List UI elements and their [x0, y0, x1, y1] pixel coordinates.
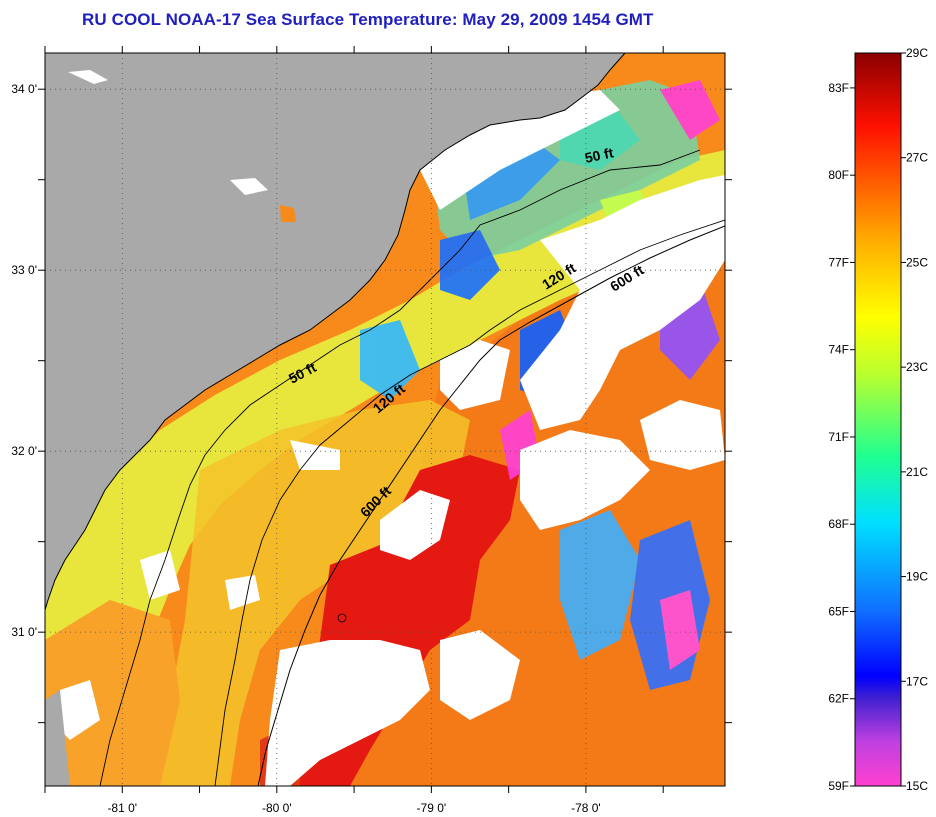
- south-nearshore-region: [45, 600, 180, 786]
- colorbar-celsius-label: 19C: [906, 570, 928, 584]
- colorbar-celsius-label: 21C: [906, 465, 928, 479]
- colorbar: [854, 52, 902, 787]
- station-marker: [337, 613, 347, 623]
- lon-tick-label: -81 0': [107, 801, 137, 815]
- colorbar-fahrenheit-label: 59F: [828, 779, 849, 793]
- colorbar-fahrenheit-label: 68F: [828, 517, 849, 531]
- midshelf-patch: [160, 400, 470, 786]
- lon-tick-label: -80 0': [262, 801, 292, 815]
- land-mass: [45, 53, 625, 610]
- isobath-120ft-line: [214, 219, 725, 786]
- colorbar-fahrenheit-label: 80F: [828, 168, 849, 182]
- lon-tick-label: -78 0': [571, 801, 601, 815]
- isobath-label: 50 ft: [583, 144, 615, 166]
- lon-tick-label: -79 0': [417, 801, 447, 815]
- lat-lon-grid: [45, 53, 725, 786]
- lat-tick-label: 31 0': [11, 625, 37, 639]
- coastline: [45, 53, 626, 611]
- colorbar-celsius-label: 17C: [906, 674, 928, 688]
- lat-tick-label: 34 0': [11, 82, 37, 96]
- colorbar-fahrenheit-label: 77F: [828, 255, 849, 269]
- isobath-600ft-line: [257, 225, 725, 786]
- inland-cloud: [230, 178, 268, 195]
- colorbar-celsius-label: 27C: [906, 151, 928, 165]
- lat-tick-label: 33 0': [11, 263, 37, 277]
- colorbar-celsius-label: 25C: [906, 255, 928, 269]
- colorbar-fahrenheit-label: 62F: [828, 692, 849, 706]
- colorbar-fahrenheit-label: 74F: [828, 343, 849, 357]
- colorbar-celsius-label: 23C: [906, 360, 928, 374]
- colorbar-fahrenheit-label: 83F: [828, 81, 849, 95]
- inland-lake: [280, 205, 296, 222]
- lat-tick-label: 32 0': [11, 444, 37, 458]
- colorbar-labels: 29C 27C 25C 23C 21C 19C 17C 15C 83F 80F 77F 74F 71F 6…: [828, 46, 928, 793]
- land-south: [45, 690, 70, 786]
- isobath-50ft-line: [99, 149, 701, 786]
- sst-image-layer: 50 ft 50 ft 120 ft 120 ft 600 ft 600 ft: [45, 53, 725, 786]
- colorbar-celsius-label: 29C: [906, 46, 928, 60]
- colorbar-fahrenheit-label: 71F: [828, 430, 849, 444]
- colorbar-fahrenheit-label: 65F: [828, 604, 849, 618]
- colorbar-celsius-label: 15C: [906, 779, 928, 793]
- inland-cloud-north: [68, 70, 108, 84]
- map-title: RU COOL NOAA-17 Sea Surface Temperature:…: [82, 10, 654, 29]
- map-frame: [44, 52, 726, 787]
- map-axes: -81 0' -80 0' -79 0' -78 0' 34 0' 33 0' 32 0' 3…: [11, 46, 732, 815]
